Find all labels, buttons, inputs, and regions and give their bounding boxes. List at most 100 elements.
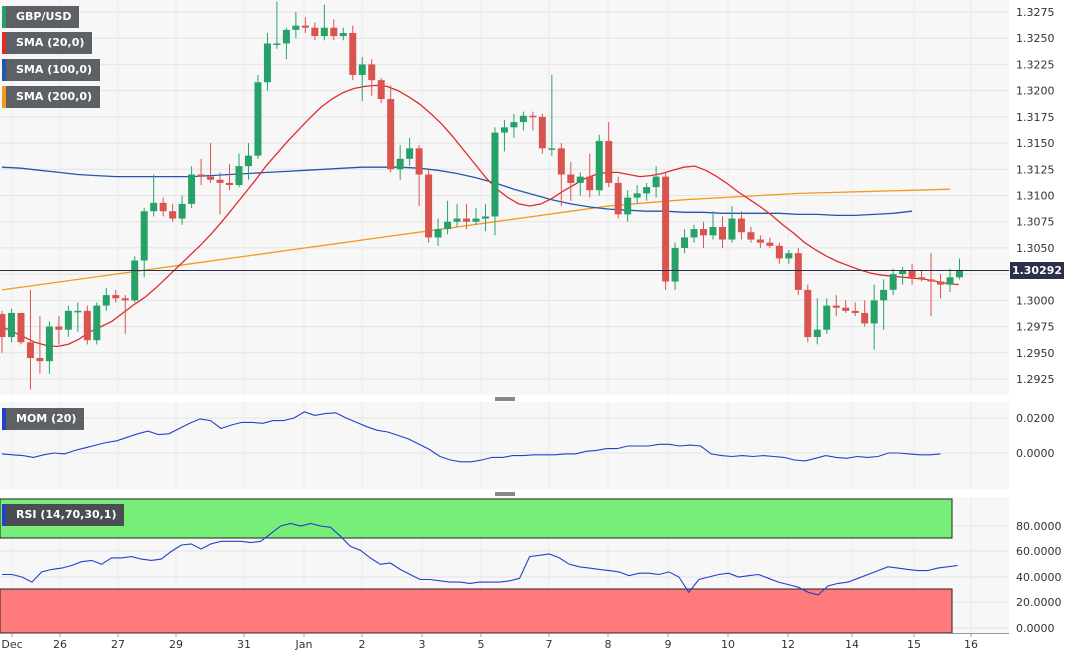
candle-body [7,312,15,338]
price-y-tick-label: 1.3175 [1016,111,1055,124]
candle [263,32,271,91]
sma20-line [1,84,959,348]
candle [671,242,679,290]
candle-body [557,148,565,175]
rsi-y-tick-label: 0.0000 [1016,622,1055,635]
candle-body [358,64,366,75]
candle-body [396,158,404,170]
candle-body [861,312,869,324]
candle-body [538,116,546,149]
candle [45,321,53,374]
candle-body [444,221,452,230]
rsi-y-axis: 80.0000 60.0000 40.0000 20.0000 0.0000 [1016,520,1062,635]
candle-body [159,202,167,212]
sma100-label[interactable]: SMA (100,0) [2,59,101,81]
sma20-label[interactable]: SMA (20,0) [2,32,93,54]
candle-body [576,176,584,183]
candle-body [406,148,414,159]
divider-handle-2[interactable] [495,492,515,496]
candle-body [339,32,347,37]
x-tick-label: 26 [53,638,67,651]
mom-label[interactable]: MOM (20) [2,408,85,430]
mom-y-tick-label: 0.0200 [1016,412,1055,425]
candle-body [851,310,859,313]
candle [377,78,385,104]
candle [292,12,300,39]
candle [785,250,793,264]
panel-dividers[interactable] [495,397,515,496]
candle [728,205,736,243]
price-y-axis: 1.3275 1.3250 1.3225 1.3200 1.3175 1.3150 1.31… [1016,6,1055,386]
candle [406,137,414,167]
x-tick-label: 15 [907,638,921,651]
candle [26,289,34,390]
candle [254,74,262,159]
candle [851,302,859,317]
rsi-y-tick-label: 20.0000 [1016,596,1062,609]
candle-body [756,239,764,243]
candle [444,200,452,235]
candle-body [425,174,433,238]
candle [301,17,309,33]
candle [690,224,698,243]
candle [131,256,139,303]
candle-body [671,247,679,282]
divider-handle-1[interactable] [495,397,515,401]
candle [481,203,489,232]
candle-body [747,232,755,240]
candle [775,242,783,264]
candle-body [908,270,916,278]
candle [832,295,840,317]
instrument-label[interactable]: GBP/USD [2,6,80,28]
candle-body [681,237,689,248]
candle-body [624,197,632,215]
candle-body [45,326,53,362]
candle [899,266,907,285]
x-tick-label: 9 [665,638,672,651]
candle [709,211,717,240]
candle-body [832,305,840,308]
candle-body [794,253,802,290]
candle-body [64,310,72,330]
candle [273,1,281,49]
candle-body [17,312,25,343]
mom-y-axis: 0.0200 0.0000 [1016,412,1055,460]
instrument-label-text: GBP/USD [16,10,72,23]
mom-swatch [2,408,6,430]
candle [500,120,508,152]
candle-body [595,140,603,191]
candle-body [112,295,120,299]
candle [159,197,167,217]
candle [823,298,831,334]
candle-body [178,203,186,219]
mom-y-tick-label: 0.0000 [1016,447,1055,460]
candle-body [500,127,508,133]
candle [586,153,594,198]
candle [339,27,347,41]
candle [700,221,708,248]
sma200-label[interactable]: SMA (200,0) [2,86,101,108]
x-tick-label: 16 [964,638,978,651]
candle-body [320,27,328,37]
mom-line [1,411,941,463]
candle-body [292,25,300,30]
rsi-label[interactable]: RSI (14,70,30,1) [2,504,125,526]
x-tick-label: 7 [546,638,553,651]
candle [529,111,537,131]
candle [756,235,764,248]
candle [311,22,319,41]
candle [538,113,546,154]
candle [7,308,15,343]
candle-body [813,329,821,338]
candle-body [510,122,518,128]
x-tick-label: 3 [419,638,426,651]
candle-body [918,277,926,280]
rsi-series-line [2,522,958,596]
candle-body [83,310,91,341]
candle-body [36,358,44,362]
candle [937,274,945,299]
time-x-axis: Dec 26 27 29 31 Jan 2 3 5 7 8 9 10 12 14 15 16 [0,633,1009,651]
candle-body [330,27,338,37]
candle [226,164,234,191]
